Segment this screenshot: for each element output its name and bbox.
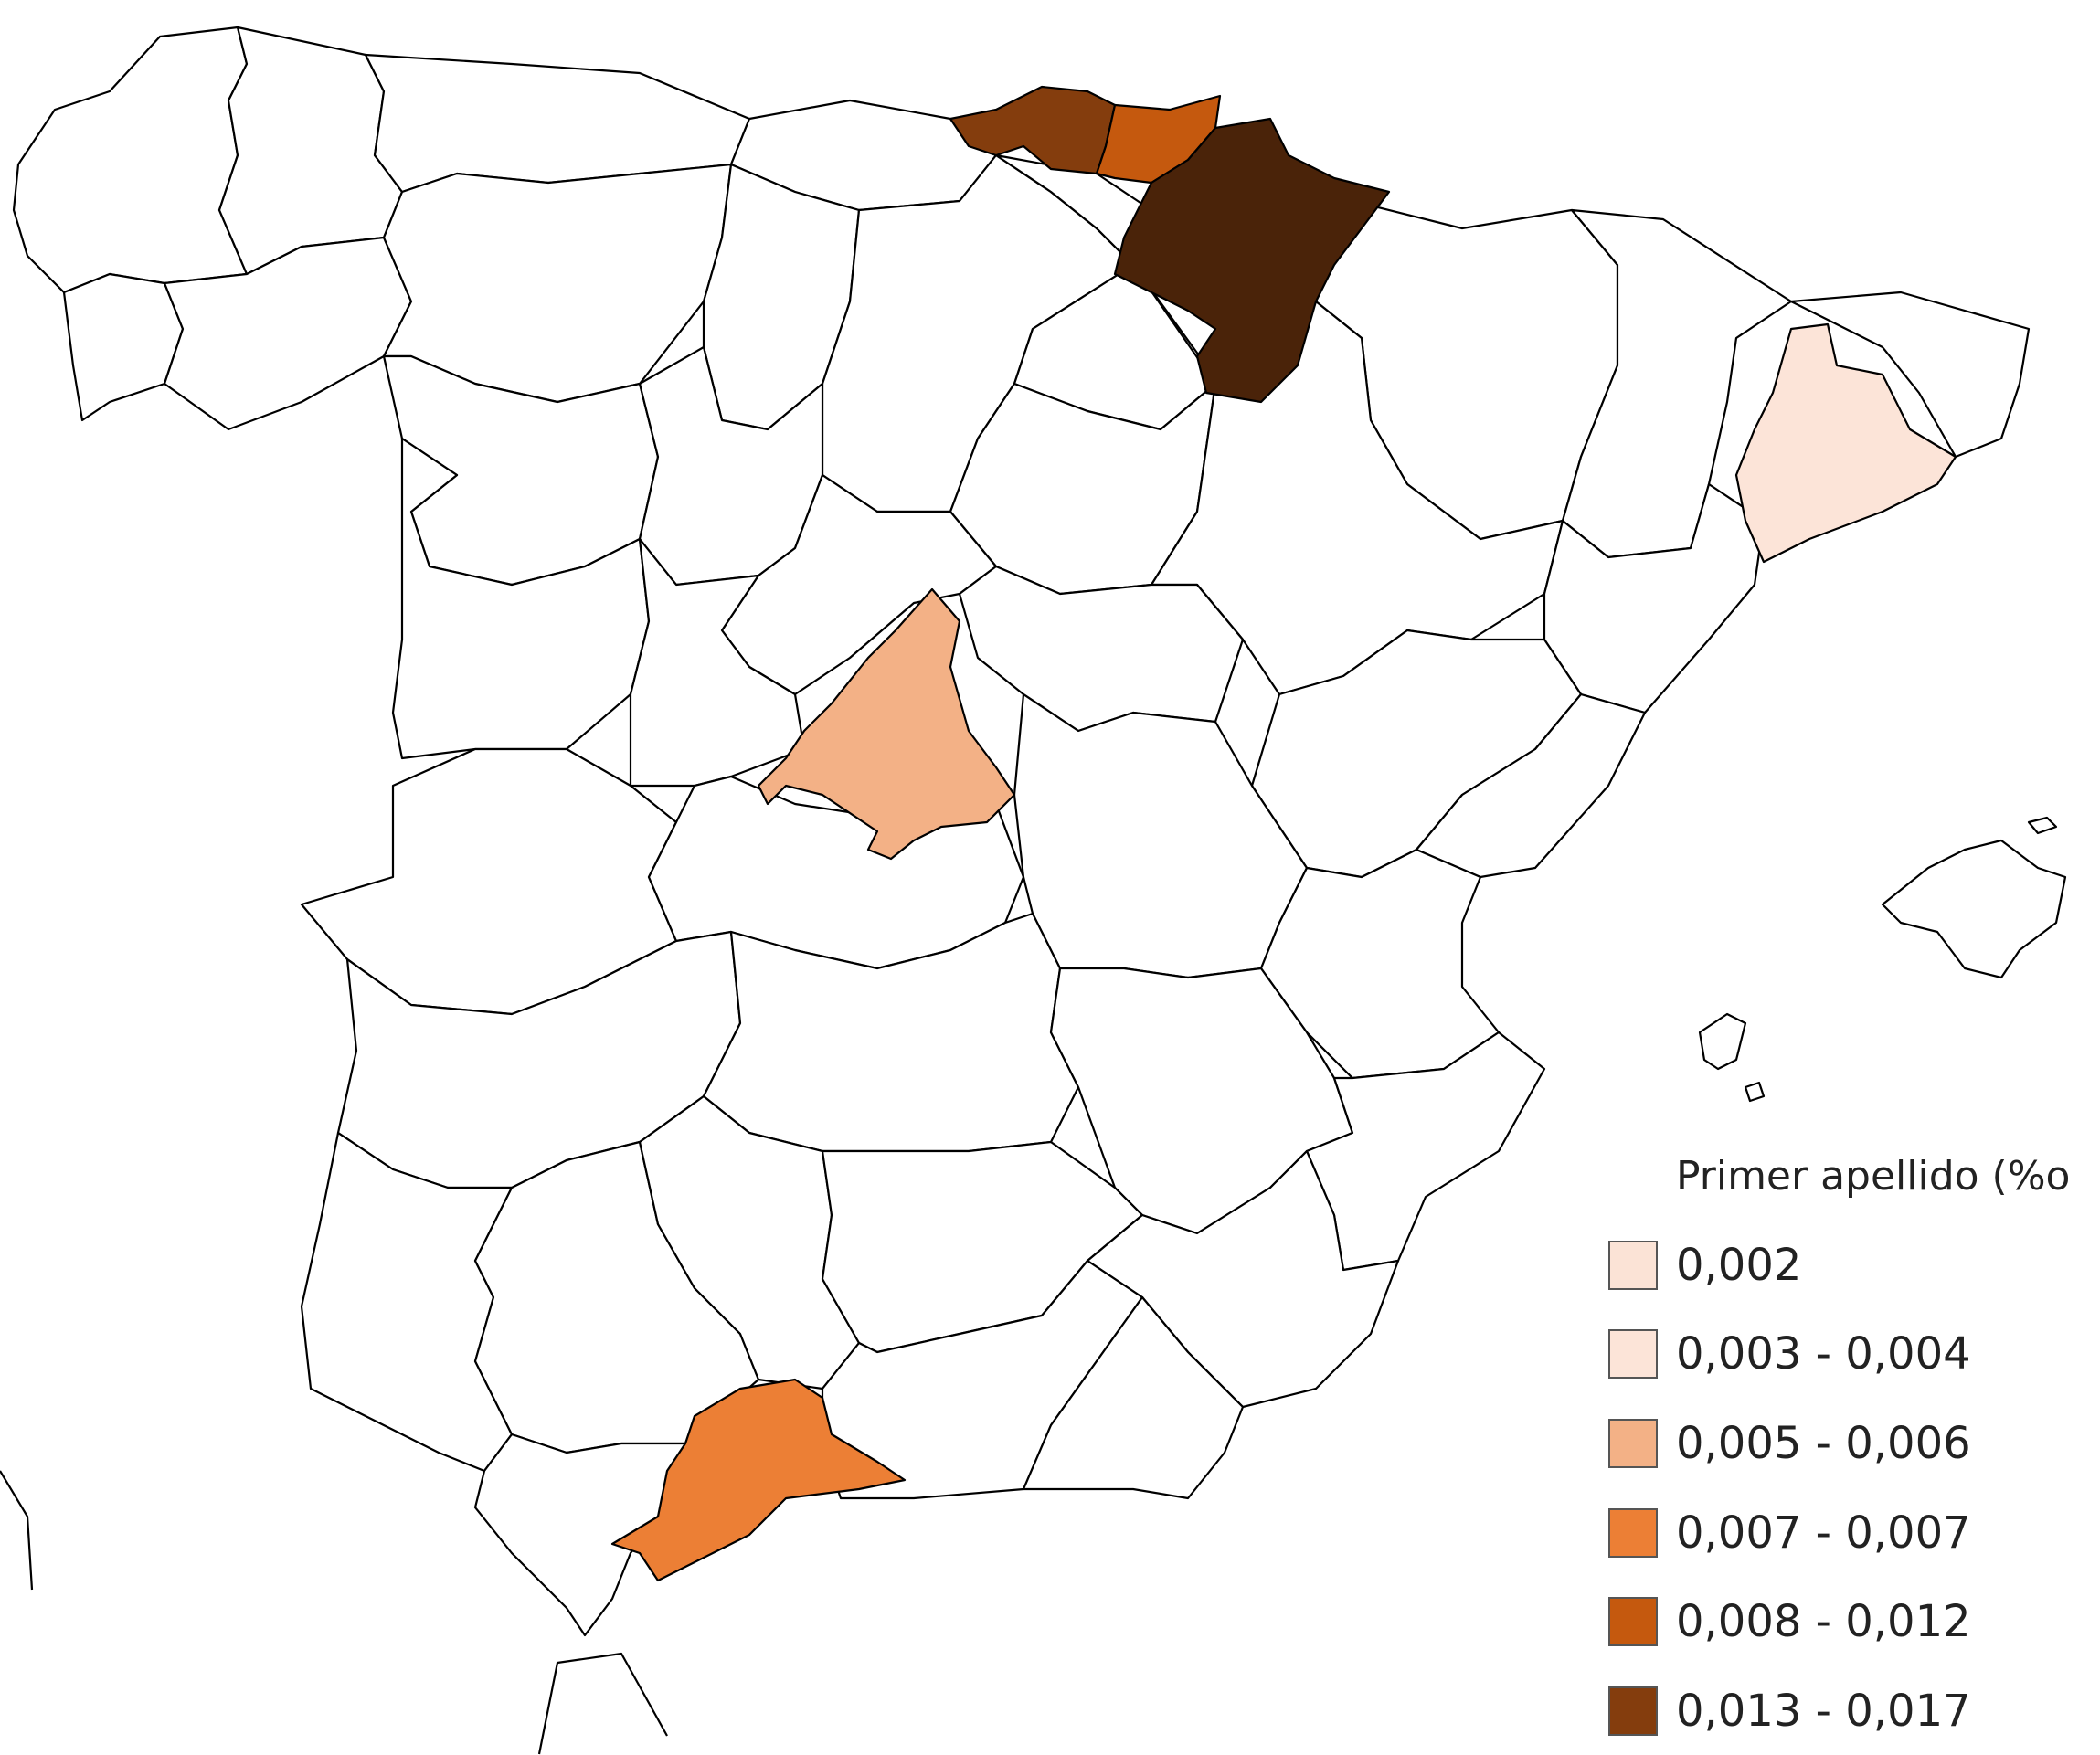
province-pontevedra	[62, 272, 185, 422]
legend-title: Primer apellido (%o	[1676, 1153, 2071, 1200]
province-navarra	[1113, 117, 1391, 404]
island-menorca	[2027, 816, 2058, 835]
province-madrid	[757, 587, 1016, 861]
border-fragment-west	[0, 1470, 34, 1591]
island-mallorca	[1881, 839, 2067, 979]
legend-swatch-6	[1608, 1686, 1658, 1736]
legend-item-3: 0,005 - 0,006	[1608, 1416, 1971, 1471]
legend-label-5: 0,008 - 0,012	[1676, 1596, 1971, 1647]
legend-swatch-5	[1608, 1597, 1658, 1646]
province-barcelona	[1734, 322, 1957, 564]
highlight-layer	[610, 85, 1957, 1582]
legend-item-4: 0,007 - 0,007	[1608, 1506, 1971, 1560]
province-guadalajara	[958, 565, 1245, 733]
balearic-islands	[1698, 816, 2067, 1103]
legend-swatch-3	[1608, 1419, 1658, 1468]
province-coruna	[12, 26, 249, 294]
legend-label-6: 0,013 - 0,017	[1676, 1686, 1971, 1737]
island-ibiza	[1698, 1012, 1747, 1071]
legend-label-4: 0,007 - 0,007	[1676, 1507, 1971, 1559]
legend-label-3: 0,005 - 0,006	[1676, 1418, 1971, 1469]
legend-item-5: 0,008 - 0,012	[1608, 1594, 1971, 1649]
legend-label-2: 0,003 - 0,004	[1676, 1328, 1971, 1380]
province-layer	[12, 26, 2031, 1637]
province-girona	[1789, 291, 2031, 459]
africa-fragment	[537, 1652, 668, 1755]
legend-label-1: 0,002	[1676, 1240, 1802, 1291]
legend-item-2: 0,003 - 0,004	[1608, 1327, 1971, 1381]
island-formentera	[1744, 1081, 1766, 1103]
legend-item-6: 0,013 - 0,017	[1608, 1684, 1971, 1739]
legend-swatch-2	[1608, 1329, 1658, 1379]
legend-item-1: 0,002	[1608, 1238, 1801, 1293]
province-almeria	[1022, 1295, 1245, 1500]
legend-swatch-1	[1608, 1241, 1658, 1290]
province-cuenca	[1013, 692, 1309, 979]
province-malaga	[610, 1378, 907, 1582]
legend-swatch-4	[1608, 1508, 1658, 1558]
